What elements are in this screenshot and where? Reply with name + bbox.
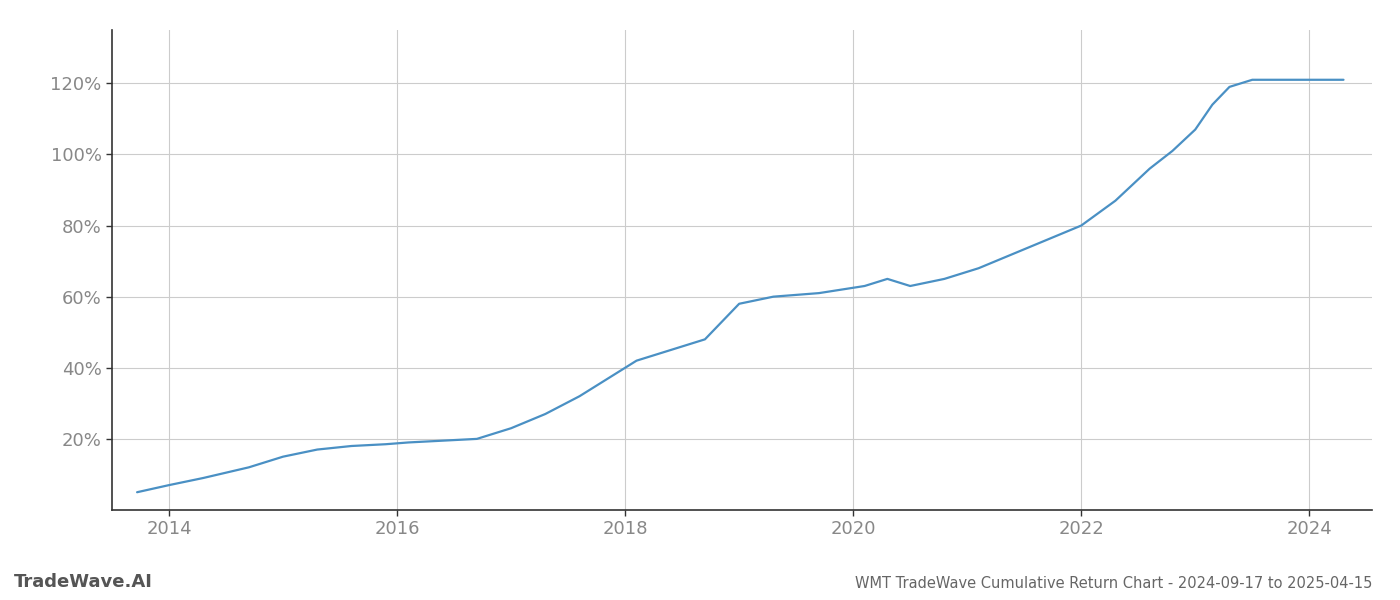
Text: WMT TradeWave Cumulative Return Chart - 2024-09-17 to 2025-04-15: WMT TradeWave Cumulative Return Chart - …	[854, 576, 1372, 591]
Text: TradeWave.AI: TradeWave.AI	[14, 573, 153, 591]
